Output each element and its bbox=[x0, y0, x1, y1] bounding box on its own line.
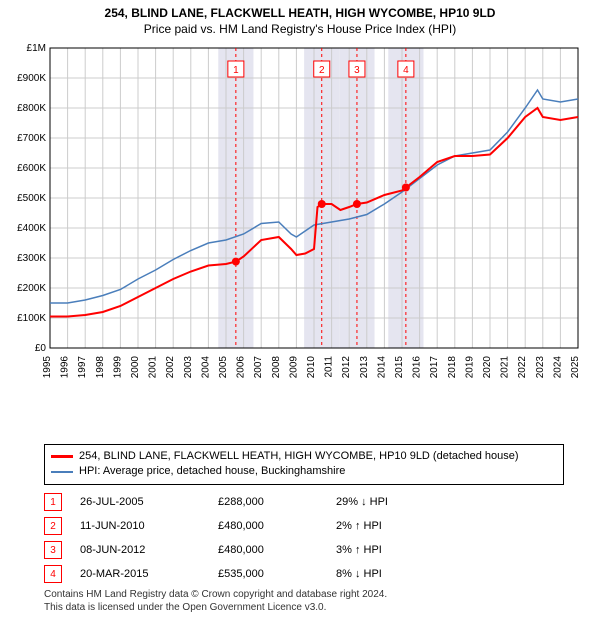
legend-swatch-hpi bbox=[51, 471, 73, 473]
attribution-text: Contains HM Land Registry data © Crown c… bbox=[44, 588, 564, 614]
transactions-table: 1 26-JUL-2005 £288,000 29% ↓ HPI 2 11-JUN-201… bbox=[44, 490, 564, 586]
svg-text:2: 2 bbox=[319, 65, 325, 76]
svg-text:2016: 2016 bbox=[412, 356, 423, 379]
svg-text:£0: £0 bbox=[35, 343, 47, 354]
svg-text:2002: 2002 bbox=[165, 356, 176, 379]
svg-text:£100K: £100K bbox=[17, 313, 46, 324]
svg-text:2017: 2017 bbox=[429, 356, 440, 379]
svg-text:2022: 2022 bbox=[517, 356, 528, 379]
transaction-row: 1 26-JUL-2005 £288,000 29% ↓ HPI bbox=[44, 490, 564, 514]
legend-label-price: 254, BLIND LANE, FLACKWELL HEATH, HIGH W… bbox=[79, 449, 519, 464]
svg-text:£400K: £400K bbox=[17, 223, 46, 234]
chart-title-line1: 254, BLIND LANE, FLACKWELL HEATH, HIGH W… bbox=[0, 0, 600, 20]
svg-text:2004: 2004 bbox=[200, 356, 211, 379]
transaction-diff: 2% ↑ HPI bbox=[336, 520, 456, 532]
svg-text:£700K: £700K bbox=[17, 133, 46, 144]
svg-text:1: 1 bbox=[233, 65, 239, 76]
transaction-badge: 2 bbox=[44, 517, 62, 535]
svg-text:2025: 2025 bbox=[570, 356, 581, 379]
page-container: 254, BLIND LANE, FLACKWELL HEATH, HIGH W… bbox=[0, 0, 600, 620]
transaction-diff: 3% ↑ HPI bbox=[336, 544, 456, 556]
svg-text:4: 4 bbox=[403, 65, 409, 76]
transaction-row: 2 11-JUN-2010 £480,000 2% ↑ HPI bbox=[44, 514, 564, 538]
chart-title-line2: Price paid vs. HM Land Registry's House … bbox=[0, 20, 600, 42]
svg-text:2013: 2013 bbox=[359, 356, 370, 379]
transaction-badge: 4 bbox=[44, 565, 62, 583]
legend-row-price: 254, BLIND LANE, FLACKWELL HEATH, HIGH W… bbox=[51, 449, 557, 464]
svg-text:2024: 2024 bbox=[552, 356, 563, 379]
transaction-price: £480,000 bbox=[218, 520, 318, 532]
transaction-price: £480,000 bbox=[218, 544, 318, 556]
svg-text:2000: 2000 bbox=[130, 356, 141, 379]
svg-text:2015: 2015 bbox=[394, 356, 405, 379]
transaction-price: £288,000 bbox=[218, 496, 318, 508]
svg-text:1998: 1998 bbox=[95, 356, 106, 379]
svg-text:2020: 2020 bbox=[482, 356, 493, 379]
svg-text:£500K: £500K bbox=[17, 193, 46, 204]
transaction-price: £535,000 bbox=[218, 568, 318, 580]
svg-text:2021: 2021 bbox=[500, 356, 511, 379]
transaction-date: 20-MAR-2015 bbox=[80, 568, 200, 580]
svg-text:£900K: £900K bbox=[17, 73, 46, 84]
svg-text:3: 3 bbox=[354, 65, 360, 76]
price-chart: 1234£0£100K£200K£300K£400K£500K£600K£700… bbox=[44, 42, 584, 404]
svg-text:1996: 1996 bbox=[60, 356, 71, 379]
transaction-date: 08-JUN-2012 bbox=[80, 544, 200, 556]
svg-text:2014: 2014 bbox=[376, 356, 387, 379]
svg-text:2018: 2018 bbox=[447, 356, 458, 379]
svg-text:2023: 2023 bbox=[535, 356, 546, 379]
attribution-line2: This data is licensed under the Open Gov… bbox=[44, 601, 564, 614]
svg-text:2012: 2012 bbox=[341, 356, 352, 379]
svg-text:2010: 2010 bbox=[306, 356, 317, 379]
svg-text:£1M: £1M bbox=[27, 43, 46, 54]
svg-text:1995: 1995 bbox=[42, 356, 53, 379]
svg-text:2008: 2008 bbox=[271, 356, 282, 379]
legend-row-hpi: HPI: Average price, detached house, Buck… bbox=[51, 464, 557, 479]
svg-text:2001: 2001 bbox=[148, 356, 159, 379]
transaction-diff: 29% ↓ HPI bbox=[336, 496, 456, 508]
svg-text:2006: 2006 bbox=[236, 356, 247, 379]
transaction-row: 3 08-JUN-2012 £480,000 3% ↑ HPI bbox=[44, 538, 564, 562]
transaction-date: 11-JUN-2010 bbox=[80, 520, 200, 532]
transaction-date: 26-JUL-2005 bbox=[80, 496, 200, 508]
svg-text:£200K: £200K bbox=[17, 283, 46, 294]
svg-text:£300K: £300K bbox=[17, 253, 46, 264]
legend-swatch-price bbox=[51, 455, 73, 458]
svg-text:£600K: £600K bbox=[17, 163, 46, 174]
svg-text:2005: 2005 bbox=[218, 356, 229, 379]
legend-label-hpi: HPI: Average price, detached house, Buck… bbox=[79, 464, 345, 479]
svg-text:1999: 1999 bbox=[112, 356, 123, 379]
svg-text:2007: 2007 bbox=[253, 356, 264, 379]
svg-text:£800K: £800K bbox=[17, 103, 46, 114]
transaction-badge: 1 bbox=[44, 493, 62, 511]
transaction-row: 4 20-MAR-2015 £535,000 8% ↓ HPI bbox=[44, 562, 564, 586]
transaction-badge: 3 bbox=[44, 541, 62, 559]
svg-text:2003: 2003 bbox=[183, 356, 194, 379]
svg-text:2009: 2009 bbox=[288, 356, 299, 379]
svg-text:1997: 1997 bbox=[77, 356, 88, 379]
attribution-line1: Contains HM Land Registry data © Crown c… bbox=[44, 588, 564, 601]
svg-text:2019: 2019 bbox=[464, 356, 475, 379]
chart-legend: 254, BLIND LANE, FLACKWELL HEATH, HIGH W… bbox=[44, 444, 564, 485]
transaction-diff: 8% ↓ HPI bbox=[336, 568, 456, 580]
svg-text:2011: 2011 bbox=[324, 356, 335, 378]
